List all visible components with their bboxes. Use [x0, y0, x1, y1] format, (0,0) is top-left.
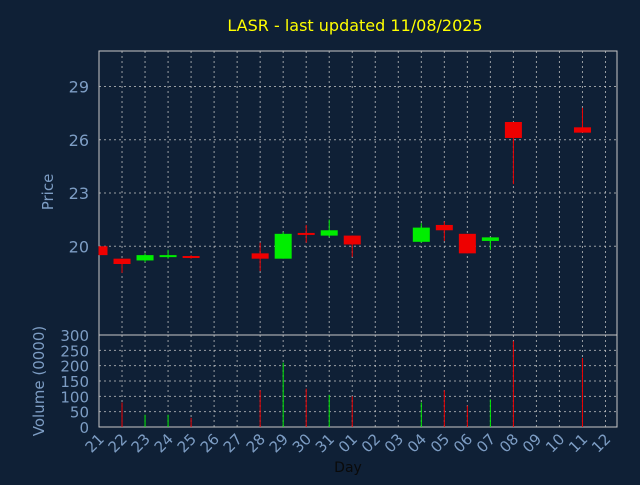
volume-tick-label: 250 [60, 342, 89, 360]
candle-body [481, 237, 499, 241]
candle-body [99, 246, 108, 256]
volume-tick-label: 0 [79, 419, 89, 437]
volume-tick-label: 200 [60, 358, 89, 376]
price-tick-label: 29 [69, 78, 89, 97]
volume-tick-label: 50 [70, 404, 89, 422]
volume-tick-label: 300 [60, 327, 89, 345]
candle-body [136, 255, 154, 261]
candle-body [320, 230, 338, 236]
candle-body [113, 258, 131, 264]
candle-body [251, 253, 269, 259]
price-panel: 20 23 26 29 [69, 50, 618, 336]
candle-body [159, 255, 177, 258]
candle-body [412, 227, 430, 242]
candle-body [343, 235, 361, 245]
candle-body [458, 233, 476, 254]
candle-body [504, 122, 522, 138]
volume-tick-label: 150 [60, 373, 89, 391]
price-axis-label: Price [39, 174, 57, 211]
candle-body [297, 232, 315, 235]
price-tick-label: 20 [69, 237, 89, 256]
candle-body [274, 233, 292, 259]
chart-title: LASR - last updated 11/08/2025 [227, 16, 482, 35]
volume-axis-label: Volume (0000) [30, 326, 48, 436]
price-tick-label: 23 [69, 184, 89, 203]
candle-body [182, 256, 200, 259]
x-axis-label: Day [334, 460, 362, 476]
candle-body [573, 127, 591, 133]
volume-tick-label: 100 [60, 388, 89, 406]
candle-body [435, 224, 453, 231]
x-tick-labels: 2122232425262728293031010203040506070809… [82, 430, 615, 456]
price-tick-label: 26 [69, 131, 89, 150]
